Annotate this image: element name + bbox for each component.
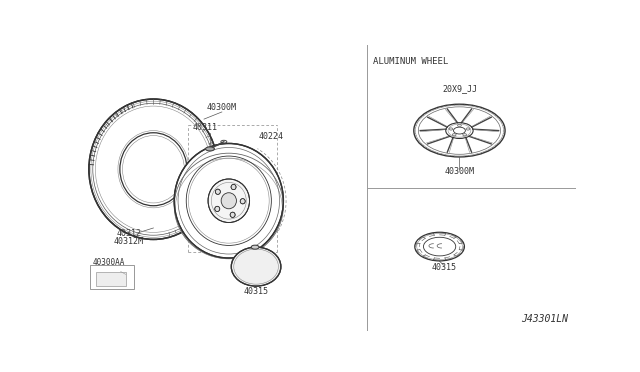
Text: 40300M: 40300M [207, 103, 237, 112]
Text: 40224: 40224 [259, 132, 284, 141]
Ellipse shape [215, 189, 220, 195]
Text: 40315: 40315 [244, 287, 269, 296]
Ellipse shape [251, 245, 259, 249]
Ellipse shape [240, 199, 245, 204]
Ellipse shape [231, 247, 281, 286]
Text: 40312: 40312 [116, 229, 141, 238]
Circle shape [458, 124, 461, 126]
Ellipse shape [215, 206, 220, 212]
Text: 40300M: 40300M [444, 167, 474, 176]
Bar [90, 265, 134, 289]
Ellipse shape [205, 147, 214, 151]
Ellipse shape [221, 193, 236, 209]
Ellipse shape [208, 179, 250, 222]
Text: ALUMINUM WHEEL: ALUMINUM WHEEL [372, 57, 448, 66]
Bar [96, 272, 125, 286]
Ellipse shape [174, 144, 284, 258]
Ellipse shape [230, 212, 235, 217]
Text: 40312M: 40312M [114, 237, 143, 246]
Ellipse shape [89, 99, 218, 240]
Text: 40300AA: 40300AA [92, 258, 125, 267]
Text: 40315: 40315 [432, 263, 457, 272]
Text: 40311: 40311 [193, 123, 218, 132]
Ellipse shape [231, 185, 236, 190]
Text: 20X9_JJ: 20X9_JJ [442, 84, 477, 93]
Circle shape [449, 128, 453, 130]
Circle shape [466, 128, 470, 130]
Circle shape [463, 134, 467, 136]
Text: J43301LN: J43301LN [522, 314, 568, 324]
Circle shape [452, 134, 456, 136]
